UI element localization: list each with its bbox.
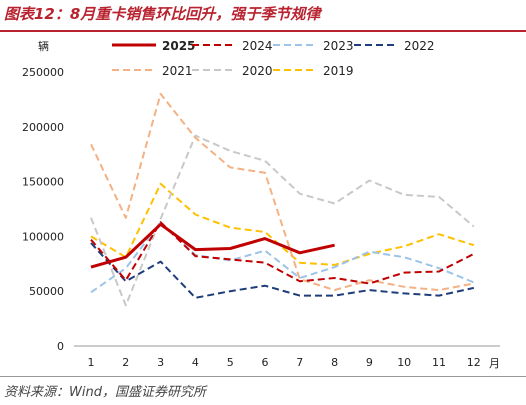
- series-line-2025: [90, 222, 335, 269]
- legend-label-2025: 2025: [162, 39, 195, 53]
- y-tick-label: 250000: [22, 66, 64, 79]
- y-tick-label: 200000: [22, 121, 64, 134]
- y-tick-label: 50000: [29, 285, 64, 298]
- chart-title: 图表12：8月重卡销售环比回升，强于季节规律: [4, 5, 321, 23]
- legend-label-2022: 2022: [404, 39, 435, 53]
- x-axis-unit-label: 月: [489, 357, 500, 370]
- x-tick-label: 2: [122, 356, 129, 369]
- y-tick-label: 0: [57, 340, 64, 353]
- legend-label-2021: 2021: [162, 64, 193, 78]
- legend: 2025 2024 2023 2022 2021 2020 2019: [112, 39, 435, 78]
- series-line-2019: [90, 182, 475, 266]
- legend-label-2019: 2019: [323, 64, 354, 78]
- y-tick-label: 100000: [22, 230, 64, 243]
- x-tick-label: 10: [397, 356, 411, 369]
- title-divider: [0, 30, 526, 32]
- source-note: 资料来源：Wind，国盛证券研究所: [4, 385, 206, 400]
- legend-label-2023: 2023: [323, 39, 354, 53]
- legend-label-2020: 2020: [242, 64, 273, 78]
- x-tick-label: 7: [296, 356, 303, 369]
- y-tick-label: 150000: [22, 176, 64, 189]
- series-line-2023: [90, 221, 475, 294]
- x-tick-label: 12: [467, 356, 481, 369]
- series-line-2024: [90, 221, 475, 285]
- x-tick-label: 8: [331, 356, 338, 369]
- x-tick-label: 9: [366, 356, 373, 369]
- y-axis-unit-label: 辆: [38, 39, 49, 53]
- legend-label-2024: 2024: [242, 39, 273, 53]
- x-tick-label: 5: [227, 356, 234, 369]
- series-line-2020: [90, 134, 475, 307]
- x-tick-label: 4: [192, 356, 199, 369]
- series-lines: [90, 92, 475, 307]
- y-axis: 0 50000 100000 150000 200000 250000: [22, 66, 64, 353]
- source-divider: [0, 376, 526, 377]
- x-tick-label: 6: [262, 356, 269, 369]
- x-tick-label: 1: [88, 356, 95, 369]
- series-line-2022: [90, 242, 475, 299]
- x-tick-label: 3: [157, 356, 164, 369]
- x-axis: 1 2 3 4 5 6 7 8 9 10 11 12: [74, 345, 500, 369]
- series-line-2021: [90, 92, 474, 292]
- x-tick-label: 11: [432, 356, 446, 369]
